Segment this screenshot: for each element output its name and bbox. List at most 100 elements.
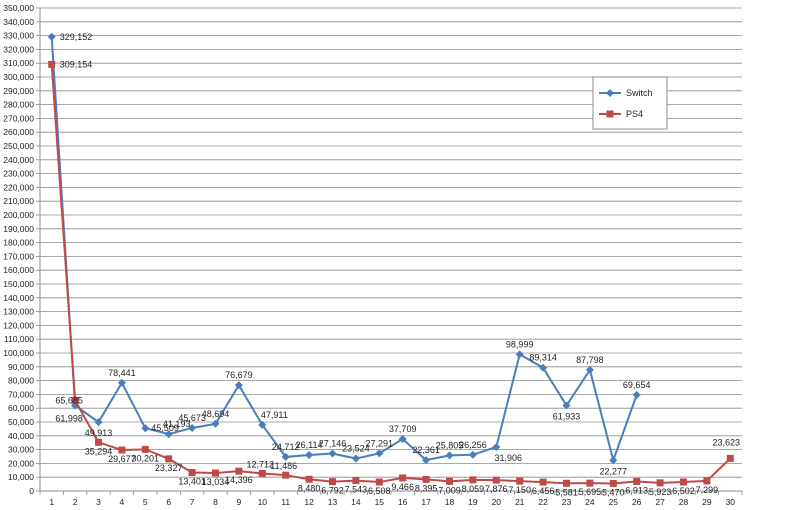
data-point-switch xyxy=(47,32,56,41)
data-label-switch: 41,193 xyxy=(163,419,191,429)
data-label-switch: 49,913 xyxy=(85,428,113,438)
data-label-ps4: 8,480 xyxy=(298,483,321,493)
data-label-ps4: 5,695 xyxy=(579,487,602,497)
y-tick-label: 210,000 xyxy=(3,196,34,206)
y-tick-label: 260,000 xyxy=(3,127,34,137)
data-point-ps4 xyxy=(633,477,641,485)
data-label-ps4: 6,792 xyxy=(321,486,344,496)
y-tick-label: 150,000 xyxy=(3,279,34,289)
data-point-ps4 xyxy=(422,475,430,483)
x-tick-label: 23 xyxy=(562,497,572,507)
data-label-switch: 47,911 xyxy=(261,410,288,420)
legend-marker-ps4 xyxy=(606,110,614,118)
y-tick-label: 140,000 xyxy=(3,293,34,303)
x-tick-label: 7 xyxy=(190,497,195,507)
data-label-switch: 22,277 xyxy=(600,466,628,476)
data-label-switch: 76,679 xyxy=(225,370,253,380)
data-point-switch xyxy=(211,419,220,428)
data-label-switch: 23,524 xyxy=(342,444,370,454)
data-point-ps4 xyxy=(656,479,664,487)
y-tick-label: 200,000 xyxy=(3,210,34,220)
x-tick-label: 8 xyxy=(213,497,218,507)
y-tick-label: 130,000 xyxy=(3,307,34,317)
y-tick-label: 100,000 xyxy=(3,348,34,358)
x-tick-labels: 1 2 3 4 5 6 7 8 9 10 11 12 13 14 15 16 17 18 19 20 21 22 23 24 2… xyxy=(49,497,735,507)
data-label-switch: 61,933 xyxy=(553,412,581,422)
data-point-switch xyxy=(328,449,337,458)
data-label-ps4: 13,401 xyxy=(178,477,206,487)
data-label-switch: 25,805 xyxy=(436,440,464,450)
x-tick-label: 15 xyxy=(375,497,385,507)
x-tick-label: 29 xyxy=(702,497,712,507)
x-tick-label: 28 xyxy=(679,497,689,507)
x-tick-label: 16 xyxy=(398,497,408,507)
data-point-switch xyxy=(281,452,290,461)
y-tick-label: 340,000 xyxy=(3,17,34,27)
data-point-ps4 xyxy=(95,438,102,446)
data-label-ps4: 30,201 xyxy=(132,453,160,463)
data-label-ps4: 6,913 xyxy=(625,485,648,495)
y-tick-label: 220,000 xyxy=(3,182,34,192)
data-point-switch xyxy=(585,365,594,374)
series-group xyxy=(47,32,734,487)
y-tick-label: 180,000 xyxy=(3,238,34,248)
data-label-ps4: 12,712 xyxy=(247,459,275,469)
data-point-ps4 xyxy=(609,479,617,487)
data-label-switch: 24,712 xyxy=(272,442,300,452)
data-label-switch: 78,441 xyxy=(108,368,136,378)
x-tick-label: 14 xyxy=(351,497,361,507)
x-tick-label: 25 xyxy=(609,497,619,507)
data-label-switch: 48,694 xyxy=(202,409,230,419)
y-tick-label: 0 xyxy=(29,486,34,496)
data-label-ps4: 11,486 xyxy=(270,461,297,471)
data-point-ps4 xyxy=(305,475,313,483)
data-point-switch xyxy=(445,451,454,460)
data-label-ps4: 7,299 xyxy=(696,485,719,495)
data-point-ps4 xyxy=(71,396,79,404)
data-label-switch: 45,509 xyxy=(151,423,179,433)
data-label-switch: 69,654 xyxy=(623,380,651,390)
y-tick-label: 50,000 xyxy=(8,417,34,427)
data-label-ps4: 9,466 xyxy=(391,482,414,492)
data-point-ps4 xyxy=(726,454,734,462)
x-tick-label: 5 xyxy=(143,497,148,507)
data-point-ps4 xyxy=(446,477,453,485)
x-tick-label: 30 xyxy=(726,497,736,507)
data-label-switch: 98,999 xyxy=(506,339,534,349)
data-point-ps4 xyxy=(258,469,266,477)
y-tick-label: 70,000 xyxy=(8,389,34,399)
legend: Switch PS4 xyxy=(592,76,668,130)
y-tick-label: 250,000 xyxy=(3,141,34,151)
data-label-switch: 61,998 xyxy=(55,413,83,423)
data-point-switch xyxy=(375,449,384,458)
y-tick-label: 60,000 xyxy=(8,403,34,413)
series-line-switch xyxy=(50,36,638,464)
data-label-ps4: 7,543 xyxy=(345,485,368,495)
y-tick-label: 330,000 xyxy=(3,31,34,41)
legend-label-switch: Switch xyxy=(626,88,653,98)
data-point-switch xyxy=(539,363,548,372)
x-tick-label: 1 xyxy=(49,497,54,507)
x-tick-label: 11 xyxy=(281,497,290,507)
data-label-ps4: 5,923 xyxy=(649,487,672,497)
data-label-switch: 37,709 xyxy=(389,424,417,434)
x-tick-label: 17 xyxy=(421,497,431,507)
data-point-switch xyxy=(468,450,477,459)
data-label-switch: 22,361 xyxy=(412,445,440,455)
y-tick-label: 10,000 xyxy=(8,472,34,482)
data-point-switch xyxy=(117,378,126,387)
x-tick-label: 26 xyxy=(632,497,642,507)
data-label-ps4: 8,059 xyxy=(462,484,485,494)
data-point-switch xyxy=(305,450,314,459)
x-tick-label: 2 xyxy=(73,497,78,507)
data-label-switch: 27,291 xyxy=(366,438,394,448)
data-point-switch xyxy=(188,423,197,432)
data-point-ps4 xyxy=(329,478,336,486)
data-point-ps4 xyxy=(352,477,360,485)
data-point-switch xyxy=(492,442,501,451)
x-tick-label: 12 xyxy=(304,497,314,507)
x-tick-label: 19 xyxy=(468,497,478,507)
